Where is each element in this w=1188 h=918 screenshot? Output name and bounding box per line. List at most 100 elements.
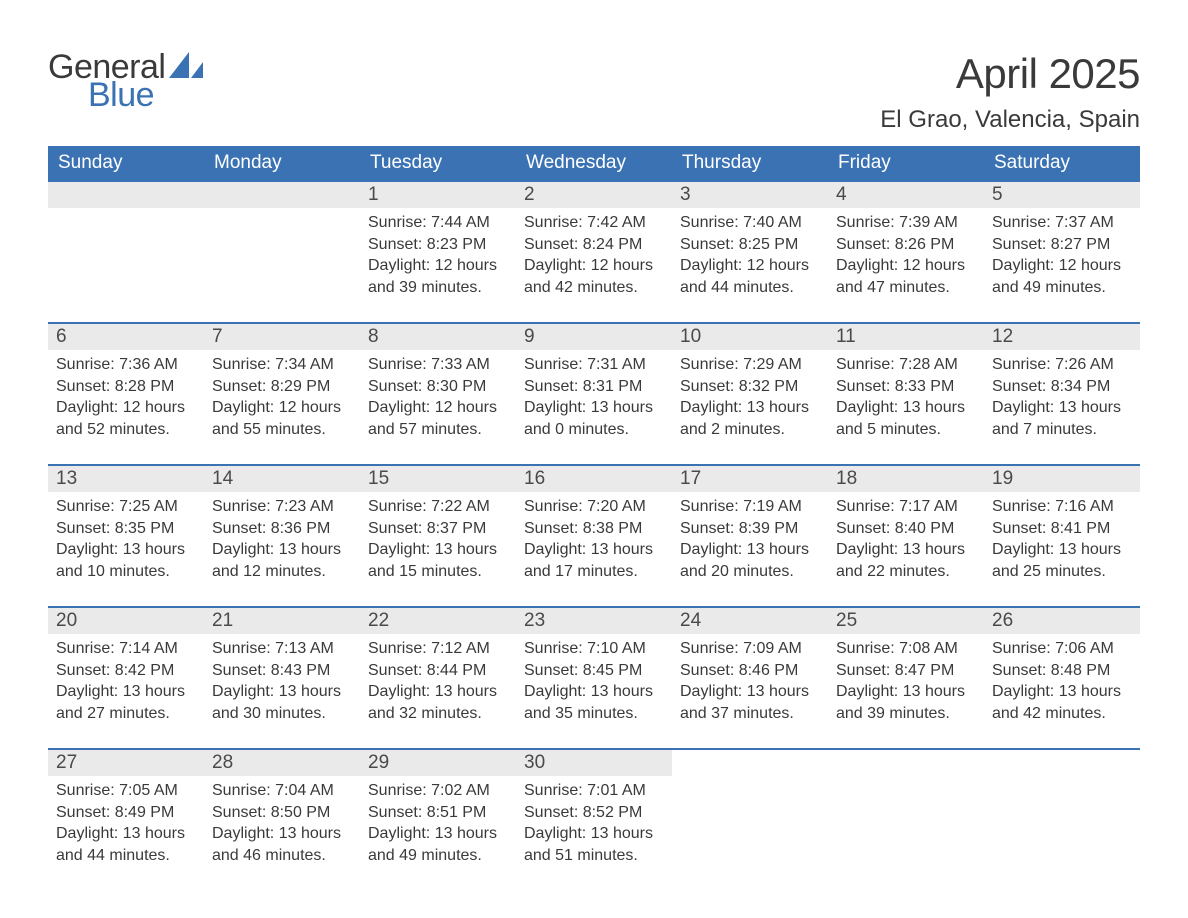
- calendar-cell: 20Sunrise: 7:14 AMSunset: 8:42 PMDayligh…: [48, 608, 204, 736]
- daylight-text: Daylight: 13 hours and 12 minutes.: [212, 539, 352, 582]
- sunrise-text: Sunrise: 7:31 AM: [524, 354, 664, 376]
- day-number: 14: [204, 466, 360, 492]
- sunrise-text: Sunrise: 7:17 AM: [836, 496, 976, 518]
- sunrise-text: Sunrise: 7:23 AM: [212, 496, 352, 518]
- sunset-text: Sunset: 8:25 PM: [680, 234, 820, 256]
- calendar-cell: 24Sunrise: 7:09 AMSunset: 8:46 PMDayligh…: [672, 608, 828, 736]
- sunrise-text: Sunrise: 7:12 AM: [368, 638, 508, 660]
- day-number: 5: [984, 182, 1140, 208]
- sunrise-text: Sunrise: 7:08 AM: [836, 638, 976, 660]
- day-number: 1: [360, 182, 516, 208]
- sunset-text: Sunset: 8:49 PM: [56, 802, 196, 824]
- calendar-cell: 4Sunrise: 7:39 AMSunset: 8:26 PMDaylight…: [828, 182, 984, 310]
- calendar-cell: 14Sunrise: 7:23 AMSunset: 8:36 PMDayligh…: [204, 466, 360, 594]
- calendar-cell: 8Sunrise: 7:33 AMSunset: 8:30 PMDaylight…: [360, 324, 516, 452]
- calendar-row: 20Sunrise: 7:14 AMSunset: 8:42 PMDayligh…: [48, 606, 1140, 736]
- cell-body: Sunrise: 7:28 AMSunset: 8:33 PMDaylight:…: [828, 350, 984, 448]
- calendar-cell: 1 Sunrise: 7:44 AMSunset: 8:23 PMDaylight…: [360, 182, 516, 310]
- cell-body: Sunrise: 7:04 AMSunset: 8:50 PMDaylight:…: [204, 776, 360, 874]
- cell-body: Sunrise: 7:06 AMSunset: 8:48 PMDaylight:…: [984, 634, 1140, 732]
- calendar-cell: 11Sunrise: 7:28 AMSunset: 8:33 PMDayligh…: [828, 324, 984, 452]
- calendar-cell: 23Sunrise: 7:10 AMSunset: 8:45 PMDayligh…: [516, 608, 672, 736]
- cell-body: Sunrise: 7:19 AMSunset: 8:39 PMDaylight:…: [672, 492, 828, 590]
- sunset-text: Sunset: 8:36 PM: [212, 518, 352, 540]
- calendar-cell: 27Sunrise: 7:05 AMSunset: 8:49 PMDayligh…: [48, 750, 204, 878]
- calendar-cell: 22 Sunrise: 7:12 AMSunset: 8:44 PMDayligh…: [360, 608, 516, 736]
- calendar-cell: 15Sunrise: 7:22 AMSunset: 8:37 PMDayligh…: [360, 466, 516, 594]
- sunset-text: Sunset: 8:32 PM: [680, 376, 820, 398]
- daylight-text: Daylight: 13 hours and 49 minutes.: [368, 823, 508, 866]
- daylight-text: Daylight: 12 hours and 52 minutes.: [56, 397, 196, 440]
- calendar-cell: 16Sunrise: 7:20 AMSunset: 8:38 PMDayligh…: [516, 466, 672, 594]
- sunset-text: Sunset: 8:40 PM: [836, 518, 976, 540]
- day-number: [48, 182, 204, 208]
- sunset-text: Sunset: 8:23 PM: [368, 234, 508, 256]
- daylight-text: Daylight: 13 hours and 17 minutes.: [524, 539, 664, 582]
- weekday-header: Thursday: [672, 146, 828, 182]
- sunset-text: Sunset: 8:46 PM: [680, 660, 820, 682]
- brand-logo: General Blue: [48, 50, 203, 112]
- sunrise-text: Sunrise: 7:10 AM: [524, 638, 664, 660]
- sunset-text: Sunset: 8:28 PM: [56, 376, 196, 398]
- sunrise-text: Sunrise: 7:34 AM: [212, 354, 352, 376]
- sunrise-text: Sunrise: 7:14 AM: [56, 638, 196, 660]
- sunrise-text: Sunrise: 7:04 AM: [212, 780, 352, 802]
- day-number: 27: [48, 750, 204, 776]
- cell-body: Sunrise: 7:29 AMSunset: 8:32 PMDaylight:…: [672, 350, 828, 448]
- daylight-text: Daylight: 12 hours and 47 minutes.: [836, 255, 976, 298]
- weekday-header: Sunday: [48, 146, 204, 182]
- page-header: General Blue April 2025 El Grao, Valenci…: [48, 50, 1140, 134]
- daylight-text: Daylight: 13 hours and 22 minutes.: [836, 539, 976, 582]
- daylight-text: Daylight: 12 hours and 39 minutes.: [368, 255, 508, 298]
- cell-body: Sunrise: 7:14 AMSunset: 8:42 PMDaylight:…: [48, 634, 204, 732]
- day-number: [204, 182, 360, 208]
- cell-body: Sunrise: 7:10 AMSunset: 8:45 PMDaylight:…: [516, 634, 672, 732]
- calendar-cell: 25Sunrise: 7:08 AMSunset: 8:47 PMDayligh…: [828, 608, 984, 736]
- cell-body: Sunrise: 7:25 AMSunset: 8:35 PMDaylight:…: [48, 492, 204, 590]
- sunrise-text: Sunrise: 7:29 AM: [680, 354, 820, 376]
- calendar-header-row: Sunday Monday Tuesday Wednesday Thursday…: [48, 146, 1140, 182]
- daylight-text: Daylight: 13 hours and 15 minutes.: [368, 539, 508, 582]
- daylight-text: Daylight: 12 hours and 49 minutes.: [992, 255, 1132, 298]
- weekday-header: Wednesday: [516, 146, 672, 182]
- daylight-text: Daylight: 13 hours and 20 minutes.: [680, 539, 820, 582]
- weekday-header: Saturday: [984, 146, 1140, 182]
- sunrise-text: Sunrise: 7:22 AM: [368, 496, 508, 518]
- cell-body: Sunrise: 7:23 AMSunset: 8:36 PMDaylight:…: [204, 492, 360, 590]
- calendar-cell: 9Sunrise: 7:31 AMSunset: 8:31 PMDaylight…: [516, 324, 672, 452]
- calendar-cell: 29Sunrise: 7:02 AMSunset: 8:51 PMDayligh…: [360, 750, 516, 878]
- title-block: April 2025 El Grao, Valencia, Spain: [880, 50, 1140, 134]
- location-subtitle: El Grao, Valencia, Spain: [880, 106, 1140, 134]
- sunrise-text: Sunrise: 7:26 AM: [992, 354, 1132, 376]
- sunset-text: Sunset: 8:48 PM: [992, 660, 1132, 682]
- sunset-text: Sunset: 8:42 PM: [56, 660, 196, 682]
- day-number: 20: [48, 608, 204, 634]
- sunrise-text: Sunrise: 7:40 AM: [680, 212, 820, 234]
- cell-body: Sunrise: 7:08 AMSunset: 8:47 PMDaylight:…: [828, 634, 984, 732]
- day-number: 23: [516, 608, 672, 634]
- sunset-text: Sunset: 8:44 PM: [368, 660, 508, 682]
- cell-body: Sunrise: 7:20 AMSunset: 8:38 PMDaylight:…: [516, 492, 672, 590]
- sunrise-text: Sunrise: 7:05 AM: [56, 780, 196, 802]
- day-number: 7: [204, 324, 360, 350]
- day-number: 28: [204, 750, 360, 776]
- brand-word-2: Blue: [48, 78, 203, 112]
- day-number: 19: [984, 466, 1140, 492]
- calendar-cell: 18Sunrise: 7:17 AMSunset: 8:40 PMDayligh…: [828, 466, 984, 594]
- day-number: 29: [360, 750, 516, 776]
- sunset-text: Sunset: 8:33 PM: [836, 376, 976, 398]
- daylight-text: Daylight: 13 hours and 10 minutes.: [56, 539, 196, 582]
- day-number: 22: [360, 608, 516, 634]
- daylight-text: Daylight: 13 hours and 35 minutes.: [524, 681, 664, 724]
- day-number: 16: [516, 466, 672, 492]
- daylight-text: Daylight: 13 hours and 37 minutes.: [680, 681, 820, 724]
- daylight-text: Daylight: 13 hours and 32 minutes.: [368, 681, 508, 724]
- sunset-text: Sunset: 8:31 PM: [524, 376, 664, 398]
- daylight-text: Daylight: 13 hours and 51 minutes.: [524, 823, 664, 866]
- day-number: 17: [672, 466, 828, 492]
- sunrise-text: Sunrise: 7:44 AM: [368, 212, 508, 234]
- weekday-header: Monday: [204, 146, 360, 182]
- cell-body: Sunrise: 7:40 AMSunset: 8:25 PMDaylight:…: [672, 208, 828, 306]
- sunset-text: Sunset: 8:51 PM: [368, 802, 508, 824]
- sunset-text: Sunset: 8:52 PM: [524, 802, 664, 824]
